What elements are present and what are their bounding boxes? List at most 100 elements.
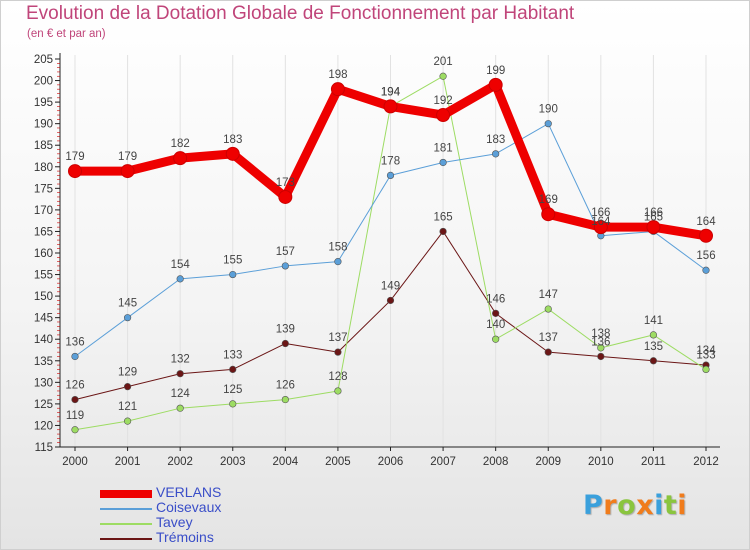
- data-point-verlans-2007: [436, 108, 451, 123]
- x-tick-label-2010: 2010: [588, 456, 614, 468]
- y-tick-label-125: 125: [34, 399, 53, 411]
- data-point-tavey-2009: [544, 305, 552, 313]
- data-point-verlans-2009: [541, 207, 556, 222]
- data-label-coisevaux-2011: 165: [644, 211, 663, 223]
- data-label-coisevaux-2001: 145: [118, 298, 137, 310]
- data-label-tr-moins-2000: 126: [65, 380, 84, 392]
- data-point-verlans-2005: [330, 82, 345, 97]
- data-point-verlans-2000: [68, 164, 82, 179]
- data-label-verlans-2006: 194: [381, 86, 401, 98]
- data-label-coisevaux-2005: 158: [328, 242, 347, 254]
- y-tick-label-120: 120: [34, 420, 53, 432]
- data-point-verlans-2012: [699, 228, 713, 243]
- legend-label-tavey: Tavey: [156, 514, 193, 530]
- data-point-tavey-2005: [334, 387, 342, 395]
- data-point-tavey-2010: [597, 344, 605, 352]
- data-label-verlans-2003: 183: [223, 134, 242, 146]
- data-point-coisevaux-2003: [229, 270, 237, 279]
- data-label-verlans-2004: 173: [276, 177, 295, 189]
- x-tick-label-2001: 2001: [115, 456, 141, 468]
- data-point-coisevaux-2000: [71, 352, 79, 361]
- y-tick-label-135: 135: [34, 356, 53, 368]
- data-label-tr-moins-2003: 133: [223, 349, 242, 361]
- data-point-tavey-2008: [492, 335, 500, 343]
- data-point-verlans-2001: [120, 164, 135, 179]
- x-tick-label-2011: 2011: [641, 456, 666, 468]
- data-point-tr-moins-2011: [649, 357, 658, 365]
- y-tick-label-170: 170: [34, 205, 53, 217]
- x-tick-label-2004: 2004: [273, 456, 299, 468]
- data-point-tr-moins-2008: [492, 309, 500, 317]
- data-point-verlans-2006: [383, 99, 398, 114]
- data-label-coisevaux-2006: 178: [381, 155, 400, 167]
- data-label-verlans-2007: 192: [433, 95, 452, 107]
- legend-label-verlans: VERLANS: [156, 484, 222, 500]
- chart-title: Evolution de la Dotation Globale de Fonc…: [26, 3, 575, 24]
- data-label-coisevaux-2012: 156: [696, 250, 715, 262]
- data-point-coisevaux-2006: [386, 171, 395, 179]
- data-point-verlans-2008: [488, 77, 503, 92]
- chart-subtitle: (en € et par an): [27, 28, 106, 40]
- data-label-tr-moins-2001: 129: [118, 367, 137, 379]
- logo-letter: t: [663, 490, 678, 521]
- data-label-tavey-2000: 119: [66, 410, 84, 422]
- x-tick-label-2009: 2009: [535, 456, 561, 468]
- data-point-tavey-2000: [71, 426, 79, 434]
- x-tick-label-2005: 2005: [325, 456, 351, 468]
- data-point-tavey-2004: [281, 395, 289, 404]
- logo-letter: i: [677, 490, 688, 521]
- y-tick-label-130: 130: [34, 377, 53, 389]
- data-point-coisevaux-2012: [702, 266, 710, 274]
- data-label-tavey-2008: 140: [486, 319, 505, 331]
- data-label-verlans-2005: 198: [328, 69, 347, 81]
- data-label-tavey-2005: 128: [328, 371, 347, 383]
- y-tick-label-200: 200: [34, 76, 53, 88]
- data-point-coisevaux-2007: [439, 158, 447, 167]
- legend-swatch-tr-moins: [100, 538, 152, 540]
- legend-label-coisevaux: Coisevaux: [156, 499, 222, 515]
- data-point-tavey-2007: [439, 72, 447, 80]
- data-label-tavey-2010: 138: [591, 328, 610, 340]
- legend-item-tavey: Tavey: [100, 514, 300, 531]
- data-point-tr-moins-2004: [281, 339, 289, 348]
- data-point-tavey-2001: [123, 417, 132, 425]
- data-label-tavey-2003: 125: [223, 384, 242, 396]
- data-label-tr-moins-2007: 165: [433, 211, 452, 223]
- x-tick-label-2008: 2008: [483, 456, 509, 468]
- y-tick-label-145: 145: [34, 313, 53, 325]
- data-point-tavey-2003: [229, 400, 237, 408]
- data-label-tr-moins-2012: 134: [696, 345, 716, 357]
- logo-letter: r: [603, 490, 618, 521]
- data-label-coisevaux-2000: 136: [65, 336, 84, 348]
- data-label-tavey-2007: 201: [433, 56, 452, 68]
- data-label-verlans-2001: 179: [118, 151, 137, 163]
- y-tick-label-180: 180: [34, 162, 53, 174]
- x-tick-label-2012: 2012: [693, 456, 719, 468]
- data-label-verlans-2002: 182: [171, 138, 190, 150]
- data-point-coisevaux-2005: [334, 258, 342, 266]
- data-point-coisevaux-2009: [544, 120, 552, 128]
- legend-label-tr-moins: Trémoins: [156, 529, 214, 545]
- data-label-tr-moins-2011: 135: [644, 341, 663, 353]
- data-label-tavey-2004: 126: [276, 380, 295, 392]
- data-point-verlans-2011: [646, 220, 661, 235]
- legend-swatch-tavey: [100, 523, 152, 525]
- data-point-coisevaux-2008: [492, 150, 500, 158]
- x-tick-label-2006: 2006: [378, 456, 404, 468]
- data-label-tr-moins-2004: 139: [276, 324, 295, 336]
- data-label-verlans-2012: 164: [696, 216, 716, 228]
- data-label-verlans-2008: 199: [486, 65, 505, 77]
- logo-letter: P: [583, 490, 604, 521]
- y-tick-label-140: 140: [34, 334, 53, 346]
- x-tick-label-2003: 2003: [220, 456, 246, 468]
- data-label-coisevaux-2004: 157: [276, 246, 295, 258]
- data-point-tr-moins-2000: [71, 395, 79, 404]
- legend-swatch-verlans: [100, 490, 152, 498]
- data-label-verlans-2010: 166: [591, 207, 610, 219]
- data-point-verlans-2002: [173, 151, 188, 166]
- y-tick-label-150: 150: [34, 291, 53, 303]
- data-point-coisevaux-2001: [123, 314, 132, 322]
- y-tick-label-155: 155: [34, 270, 53, 282]
- y-tick-label-190: 190: [34, 119, 53, 131]
